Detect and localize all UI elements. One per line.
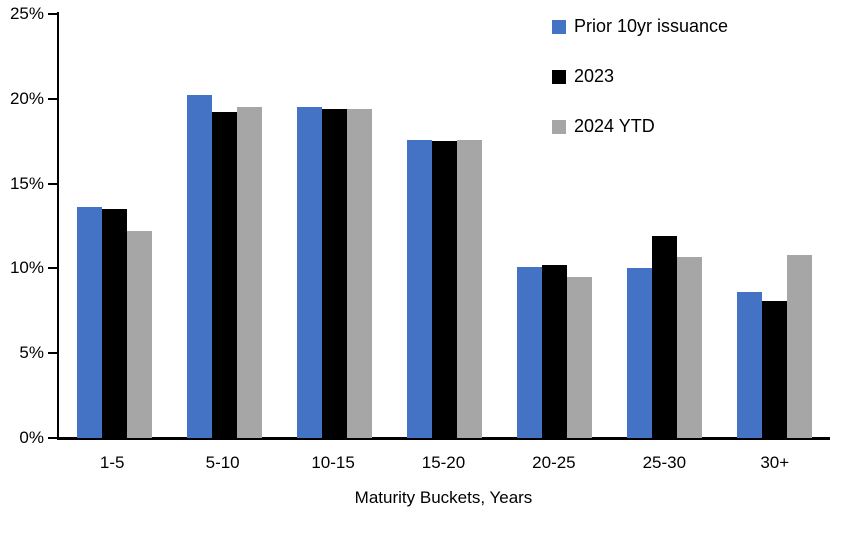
bar-group [720,14,830,438]
bar [101,209,127,438]
bar [542,265,568,438]
bar [406,139,432,438]
legend-label: 2024 YTD [574,116,655,136]
legend-item: 2023 [552,66,728,87]
bar [737,292,763,438]
legend: Prior 10yr issuance 2023 2024 YTD [552,16,728,166]
bar [431,141,457,438]
bar-group [500,14,610,438]
bar [567,276,593,438]
bar [456,139,482,438]
y-axis-label: 5% [19,343,44,363]
y-axis-ticks [48,13,57,439]
y-axis-label: 25% [9,4,44,23]
bar-group [610,14,720,438]
bar-group [389,14,499,438]
legend-item: Prior 10yr issuance [552,16,728,37]
y-axis-label: 20% [9,88,44,108]
y-tick [48,13,57,15]
y-axis-line [57,12,59,439]
x-axis-label: 10-15 [311,453,355,472]
bar-group [59,14,169,438]
x-axis-label: 25-30 [642,453,687,472]
bar [211,112,237,438]
bar [677,256,703,438]
bar [76,207,102,438]
y-tick [48,437,57,439]
x-axis-line [57,437,830,440]
y-axis-labels: 0% 5% 10% 15% 20% 25% [0,5,44,447]
bar [346,108,372,438]
plot-area [59,14,830,438]
bar [321,108,347,438]
bar [296,107,322,438]
y-axis-label: 10% [9,258,44,278]
bar-group [279,14,389,438]
bar [787,254,813,438]
bar [186,95,212,438]
y-tick [48,97,57,100]
legend-item: 2024 YTD [552,116,728,137]
y-tick [48,267,57,270]
bar [236,107,262,438]
legend-label: Prior 10yr issuance [574,16,729,36]
y-tick [48,352,57,355]
x-axis-label: 5-10 [205,453,240,472]
x-axis-label: 15-20 [421,453,466,472]
x-axis-label: 20-25 [532,453,576,472]
bar-group [169,14,279,438]
x-axis-title: Maturity Buckets, Years [354,488,533,507]
legend-label: 2023 [574,66,615,86]
legend-swatch [552,69,566,84]
bar [627,268,653,438]
bar [762,300,788,438]
x-axis-label: 1-5 [99,453,125,472]
x-axis-labels: 1-5 5-10 10-15 15-20 20-25 25-30 30+ [57,453,830,473]
bar [517,266,543,438]
bar [126,231,152,438]
bar [652,236,678,438]
x-axis-label: 30+ [760,453,790,472]
y-axis-label: 0% [19,428,44,447]
y-tick [48,182,57,185]
y-axis-label: 15% [9,173,44,193]
legend-swatch [552,19,566,34]
legend-swatch [552,119,566,134]
